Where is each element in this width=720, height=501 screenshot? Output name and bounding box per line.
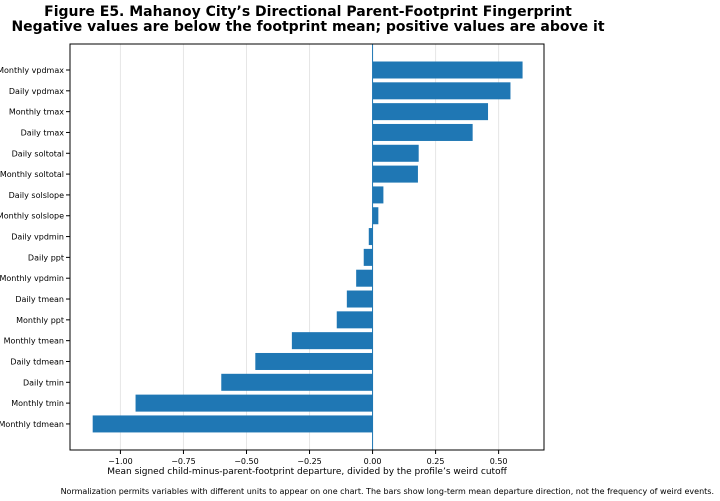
y-tick-label: Daily tmax [21, 128, 65, 137]
bar [372, 123, 473, 141]
y-tick-label: Monthly tmin [11, 399, 64, 408]
y-tick-label: Daily tmin [23, 378, 64, 387]
x-tick-label: −0.50 [234, 457, 259, 466]
bar [372, 165, 418, 183]
y-tick-label: Monthly ppt [16, 316, 64, 325]
x-axis-ticks: −1.00 −0.75 −0.50 −0.25 0.00 0.25 0.50 [108, 450, 508, 466]
x-tick-label: 0.25 [427, 457, 445, 466]
y-tick-label: Monthly tmax [9, 108, 64, 117]
chart-subtitle: Negative values are below the footprint … [11, 19, 604, 35]
bar [372, 186, 384, 204]
bar [368, 228, 373, 246]
bar [221, 373, 373, 391]
bar [372, 61, 523, 79]
y-tick-label: Daily tdmean [10, 357, 64, 366]
y-tick-label: Daily tmean [15, 295, 64, 304]
x-tick-label: 0.00 [364, 457, 382, 466]
plot-frame [69, 43, 545, 451]
y-axis-ticks: Monthly vpdmax Daily vpdmax Monthly tmax Da… [0, 66, 70, 429]
x-tick-label: −0.25 [297, 457, 322, 466]
bar [372, 103, 489, 121]
x-tick-label: −0.75 [171, 457, 196, 466]
bar [346, 290, 373, 308]
y-tick-label: Daily vpdmin [11, 233, 64, 242]
bar [363, 248, 373, 266]
bar [135, 394, 373, 412]
y-tick-label: Monthly vpdmin [0, 274, 64, 283]
bar [372, 144, 419, 162]
y-tick-label: Monthly tmean [4, 337, 64, 346]
bar [372, 207, 379, 225]
y-tick-label: Monthly tdmean [0, 420, 64, 429]
bar [291, 332, 373, 350]
y-tick-label: Daily solslope [9, 191, 64, 200]
bar [92, 415, 373, 433]
chart-title: Figure E5. Mahanoy City’s Directional Pa… [44, 4, 572, 20]
y-tick-label: Monthly solslope [0, 212, 64, 221]
y-tick-label: Monthly vpdmax [0, 66, 64, 75]
bar [356, 269, 373, 287]
chart-caption: Normalization permits variables with dif… [61, 487, 714, 496]
x-tick-label: −1.00 [108, 457, 133, 466]
x-axis-label: Mean signed child-minus-parent-footprint… [107, 467, 507, 477]
bar [372, 82, 511, 100]
bars [92, 61, 523, 433]
y-tick-label: Monthly soltotal [0, 170, 64, 179]
y-tick-label: Daily soltotal [12, 149, 64, 158]
y-tick-label: Daily ppt [28, 253, 64, 262]
y-tick-label: Daily vpdmax [9, 87, 64, 96]
bar [255, 352, 373, 370]
x-tick-label: 0.50 [490, 457, 508, 466]
bar [336, 311, 373, 329]
